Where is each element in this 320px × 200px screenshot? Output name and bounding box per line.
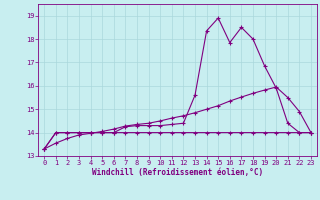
X-axis label: Windchill (Refroidissement éolien,°C): Windchill (Refroidissement éolien,°C)	[92, 168, 263, 177]
